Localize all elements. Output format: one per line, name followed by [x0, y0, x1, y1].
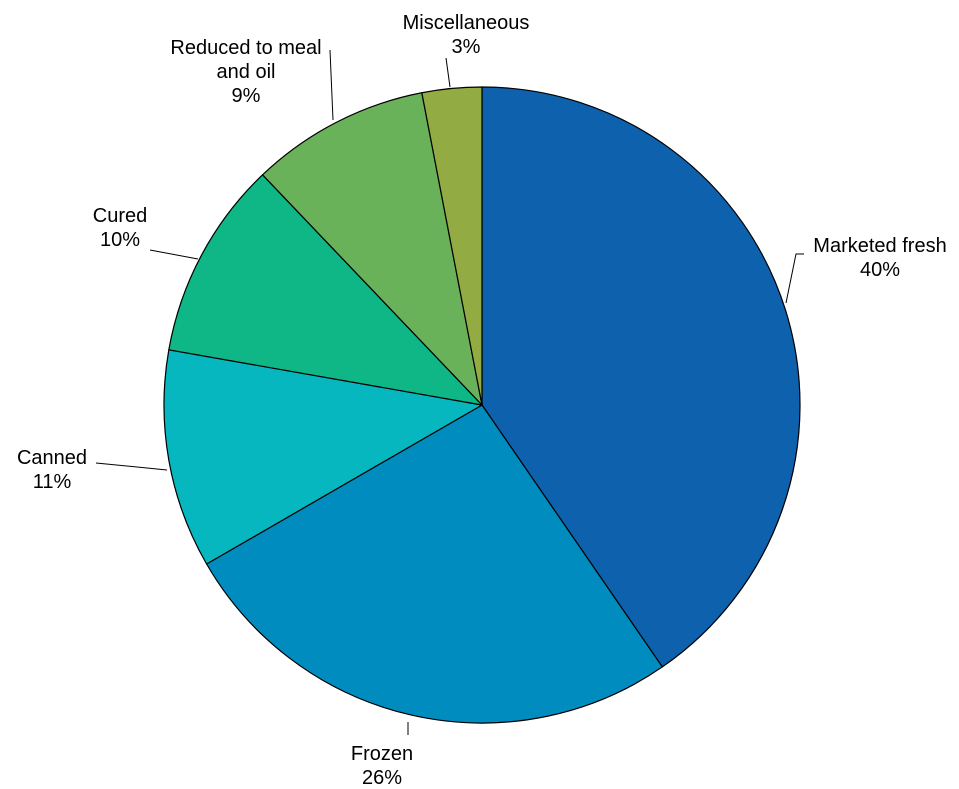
slice-name-label: Miscellaneous — [403, 12, 530, 34]
pie-slices — [163, 86, 801, 724]
pie-slice-miscellaneous — [421, 86, 483, 406]
leader-line-reduced-to-meal-and-oil — [329, 49, 334, 121]
slice-name-label: and oil — [217, 61, 276, 83]
pie-slice-frozen — [206, 404, 663, 724]
pie-slice-canned — [163, 349, 483, 565]
slice-value-label: 26% — [362, 767, 402, 789]
slice-name-label: Canned — [17, 447, 87, 469]
slice-value-label: 9% — [232, 85, 261, 107]
slice-value-label: 10% — [100, 229, 140, 251]
leader-line-cured — [149, 249, 199, 260]
slice-value-label: 11% — [33, 471, 72, 493]
slice-value-label: 40% — [860, 259, 900, 281]
pie-slice-marketed-fresh — [481, 86, 801, 668]
slice-value-label: 3% — [452, 36, 481, 58]
slice-name-label: Frozen — [351, 743, 413, 765]
leader-lines — [95, 49, 804, 735]
slice-name-label: Reduced to meal — [170, 37, 321, 59]
pie-slice-cured — [168, 174, 483, 406]
pie-slice-reduced-to-meal-and-oil — [261, 92, 483, 406]
slice-name-label: Cured — [93, 205, 147, 227]
leader-line-canned — [95, 462, 168, 471]
slice-name-label: Marketed fresh — [813, 235, 946, 257]
leader-line-marketed-fresh — [785, 253, 804, 304]
leader-line-miscellaneous — [445, 57, 451, 88]
